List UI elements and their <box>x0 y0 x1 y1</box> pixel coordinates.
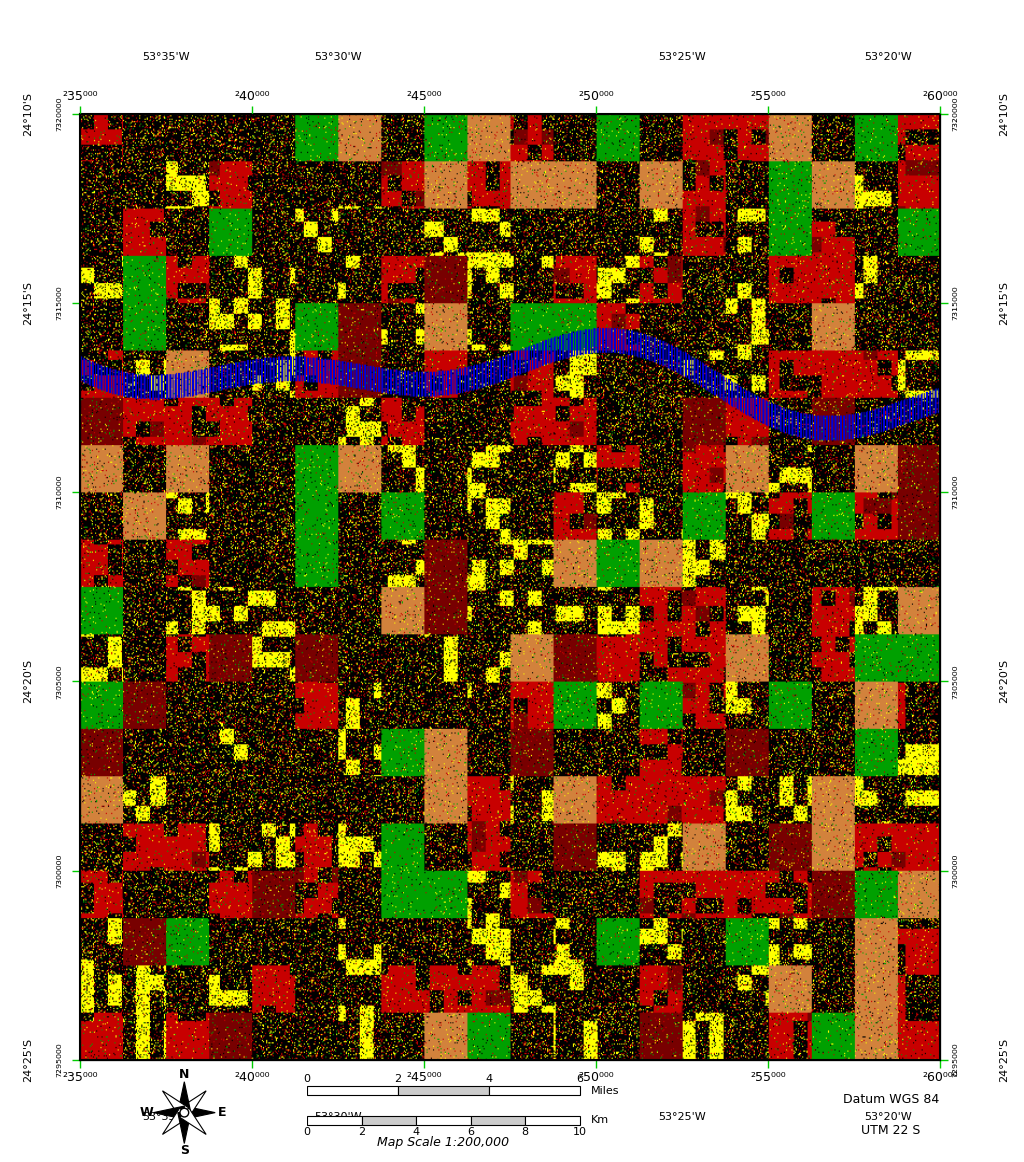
Bar <box>416 1116 471 1125</box>
Text: 0: 0 <box>304 1127 310 1138</box>
Text: UTM 22 S: UTM 22 S <box>861 1124 921 1136</box>
Text: Datum WGS 84: Datum WGS 84 <box>843 1093 939 1106</box>
Text: 53°30'W: 53°30'W <box>314 52 361 62</box>
Bar <box>361 1116 416 1125</box>
Text: 53°25'W: 53°25'W <box>658 52 706 62</box>
Bar <box>398 1086 488 1095</box>
Text: 8: 8 <box>521 1127 528 1138</box>
Text: 24°15'S: 24°15'S <box>24 281 33 325</box>
Polygon shape <box>154 1106 184 1119</box>
Text: 53°20'W: 53°20'W <box>864 52 912 62</box>
Text: Map Scale 1:200,000: Map Scale 1:200,000 <box>377 1136 510 1149</box>
Text: 24°20'S: 24°20'S <box>999 659 1010 703</box>
Text: W: W <box>139 1106 153 1119</box>
Bar <box>471 1116 525 1125</box>
Polygon shape <box>163 1109 189 1134</box>
Polygon shape <box>179 1091 206 1117</box>
Text: 24°25'S: 24°25'S <box>24 1038 33 1082</box>
Bar <box>307 1116 361 1125</box>
Text: Miles: Miles <box>591 1085 620 1096</box>
Text: 4: 4 <box>485 1074 493 1084</box>
Text: N: N <box>179 1068 189 1081</box>
Polygon shape <box>178 1113 190 1143</box>
Text: 24°15'S: 24°15'S <box>999 281 1010 325</box>
Text: 10: 10 <box>572 1127 587 1138</box>
Text: 6: 6 <box>577 1074 583 1084</box>
Text: 0: 0 <box>304 1074 310 1084</box>
Text: 6: 6 <box>467 1127 474 1138</box>
Circle shape <box>180 1109 188 1117</box>
Text: 24°10'S: 24°10'S <box>999 92 1010 136</box>
Text: 53°20'W: 53°20'W <box>864 1112 912 1121</box>
Bar <box>307 1086 398 1095</box>
Text: 24°10'S: 24°10'S <box>24 92 33 136</box>
Text: 53°25'W: 53°25'W <box>658 1112 706 1121</box>
Text: 4: 4 <box>413 1127 420 1138</box>
Text: E: E <box>218 1106 226 1119</box>
Text: 24°20'S: 24°20'S <box>24 659 33 703</box>
Polygon shape <box>178 1082 190 1113</box>
Text: 53°35'W: 53°35'W <box>142 52 189 62</box>
Text: S: S <box>180 1145 188 1157</box>
Polygon shape <box>179 1109 206 1134</box>
Polygon shape <box>184 1106 215 1119</box>
Bar <box>488 1086 580 1095</box>
Polygon shape <box>163 1091 189 1117</box>
Text: 53°35'W: 53°35'W <box>142 1112 189 1121</box>
Bar <box>525 1116 580 1125</box>
Text: 2: 2 <box>394 1074 401 1084</box>
Text: Km: Km <box>591 1116 609 1126</box>
Text: 24°25'S: 24°25'S <box>999 1038 1010 1082</box>
Text: 53°30'W: 53°30'W <box>314 1112 361 1121</box>
Text: 2: 2 <box>358 1127 366 1138</box>
